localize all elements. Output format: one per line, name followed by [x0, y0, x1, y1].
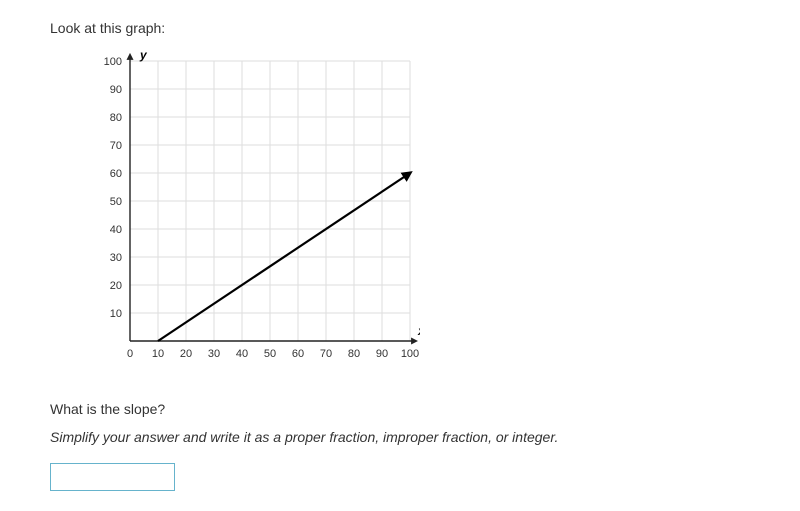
line-chart: 10 20 30 40 50 60 70 80 90 100 0 10 20 30 40 50 60 70 80 90… [80, 46, 420, 376]
svg-text:10: 10 [110, 308, 122, 320]
chart-container: 10 20 30 40 50 60 70 80 90 100 0 10 20 30 40 50 60 70 80 90… [80, 46, 750, 376]
svg-text:30: 30 [208, 348, 220, 360]
svg-text:50: 50 [264, 348, 276, 360]
svg-text:80: 80 [348, 348, 360, 360]
svg-text:90: 90 [110, 84, 122, 96]
svg-text:y: y [139, 48, 148, 62]
svg-text:60: 60 [110, 168, 122, 180]
svg-text:40: 40 [110, 224, 122, 236]
svg-text:10: 10 [152, 348, 164, 360]
svg-text:30: 30 [110, 252, 122, 264]
svg-text:40: 40 [236, 348, 248, 360]
prompt-text: Look at this graph: [50, 20, 750, 36]
svg-text:70: 70 [320, 348, 332, 360]
hint-text: Simplify your answer and write it as a p… [50, 429, 750, 445]
svg-text:80: 80 [110, 112, 122, 124]
answer-input[interactable] [50, 463, 175, 491]
svg-text:100: 100 [104, 56, 122, 68]
svg-text:20: 20 [180, 348, 192, 360]
svg-text:100: 100 [401, 348, 419, 360]
svg-text:60: 60 [292, 348, 304, 360]
svg-text:x: x [417, 324, 420, 338]
svg-text:20: 20 [110, 280, 122, 292]
svg-text:0: 0 [127, 348, 133, 360]
svg-text:70: 70 [110, 140, 122, 152]
question-text: What is the slope? [50, 401, 750, 417]
svg-text:90: 90 [376, 348, 388, 360]
svg-text:50: 50 [110, 196, 122, 208]
